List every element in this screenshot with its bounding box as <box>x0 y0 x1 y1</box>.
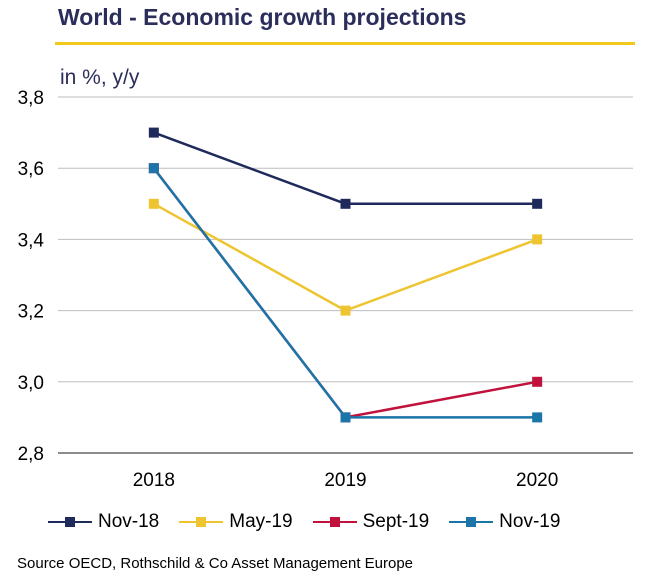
legend-item: Nov-18 <box>48 511 159 533</box>
y-tick-label: 3,2 <box>18 302 44 323</box>
legend-label: Nov-18 <box>98 511 160 532</box>
data-point-marker <box>532 234 543 245</box>
x-tick-label: 2020 <box>516 470 558 491</box>
legend-marker <box>65 517 75 527</box>
data-point-marker <box>532 376 543 387</box>
x-tick-label: 2019 <box>324 470 366 491</box>
legend-marker <box>466 517 477 527</box>
data-point-marker <box>340 305 351 316</box>
series-line <box>153 202 538 312</box>
y-tick-label: 3,0 <box>18 373 44 394</box>
y-tick-label: 3,6 <box>18 159 44 180</box>
legend-item: Nov-19 <box>449 511 560 533</box>
data-point-marker <box>340 412 351 423</box>
legend-swatch <box>179 512 224 532</box>
chart-legend: Nov-18 May-19 Sept-19 Nov-19 <box>48 511 580 533</box>
y-tick-label: 2,8 <box>18 444 44 465</box>
y-tick-label: 3,4 <box>18 230 45 251</box>
line-chart: 2,8 3,0 3,2 3,4 3,6 3,8 2018 2019 2020 <box>18 88 633 491</box>
chart-units-label: in %, y/y <box>60 66 140 89</box>
legend-label: May-19 <box>229 511 293 532</box>
legend-item: Sept-19 <box>312 511 430 533</box>
legend-swatch <box>48 512 92 532</box>
legend-marker <box>196 517 207 527</box>
legend-swatch <box>312 512 357 532</box>
legend-swatch <box>449 512 494 532</box>
data-point-marker <box>148 198 159 209</box>
legend-item: May-19 <box>179 511 293 533</box>
data-point-marker <box>532 412 543 423</box>
data-point-marker <box>532 198 543 209</box>
x-tick-label: 2018 <box>133 470 175 491</box>
source-note: Source OECD, Rothschild & Co Asset Manag… <box>17 555 414 572</box>
legend-label: Nov-19 <box>499 511 561 532</box>
legend-marker <box>329 517 340 527</box>
data-point-marker <box>148 163 159 174</box>
chart-title: World - Economic growth projections <box>58 4 467 30</box>
data-point-marker <box>148 127 159 138</box>
y-tick-label: 3,8 <box>18 88 44 109</box>
legend-label: Sept-19 <box>362 511 430 532</box>
title-underline <box>55 42 635 45</box>
data-point-marker <box>340 198 351 209</box>
